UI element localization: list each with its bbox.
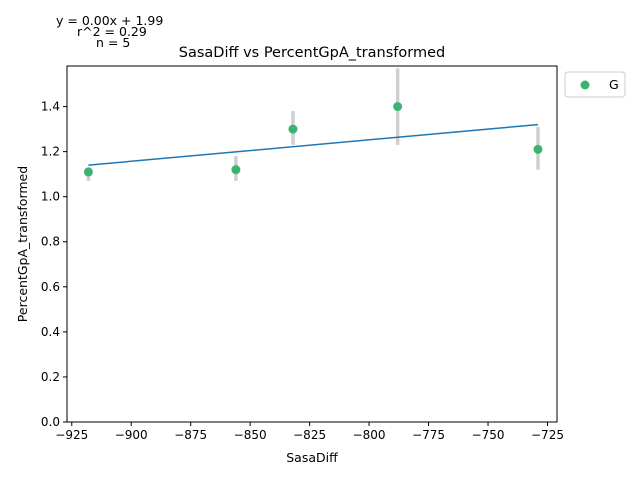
x-tick-label: −925 (55, 428, 88, 442)
fit-equation-label: y = 0.00x + 1.99 (56, 13, 163, 28)
x-tick-label: −775 (412, 428, 445, 442)
y-tick-label: 1.2 (41, 145, 60, 159)
x-tick-label: −825 (293, 428, 326, 442)
fit-line (88, 123, 539, 166)
x-tick-label: −900 (115, 428, 148, 442)
legend: G (564, 71, 626, 98)
data-point (83, 167, 93, 177)
x-tick-label: −850 (234, 428, 267, 442)
n-label: n = 5 (96, 35, 130, 50)
y-axis: 0.0 0.2 0.4 0.6 0.8 1.0 1.2 1.4 (41, 100, 67, 429)
y-tick-label: 1.4 (41, 100, 60, 114)
x-tick-label: −875 (174, 428, 207, 442)
x-axis: −925 −900 −875 −850 −825 −800 −775 −750 −725 (55, 422, 564, 442)
y-tick-label: 0.4 (41, 325, 60, 339)
legend-label: G (609, 77, 619, 92)
plot-area (83, 68, 543, 181)
data-point (288, 124, 298, 134)
y-tick-label: 1.0 (41, 190, 60, 204)
chart-title: SasaDiff vs PercentGpA_transformed (179, 45, 445, 61)
y-tick-label: 0.2 (41, 370, 60, 384)
legend-box (564, 71, 626, 98)
y-tick-label: 0.6 (41, 280, 60, 294)
data-point (393, 102, 403, 112)
data-point (231, 165, 241, 175)
axes-frame (66, 65, 558, 423)
data-point (533, 144, 543, 154)
legend-marker (580, 80, 590, 90)
y-axis-label: PercentGpA_transformed (15, 166, 30, 322)
y-tick-label: 0.0 (41, 415, 60, 429)
x-tick-label: −725 (531, 428, 564, 442)
y-tick-label: 0.8 (41, 235, 60, 249)
r-squared-label: r^2 = 0.29 (77, 24, 147, 39)
x-tick-label: −800 (353, 428, 386, 442)
x-tick-label: −750 (472, 428, 505, 442)
x-axis-label: SasaDiff (286, 450, 338, 465)
